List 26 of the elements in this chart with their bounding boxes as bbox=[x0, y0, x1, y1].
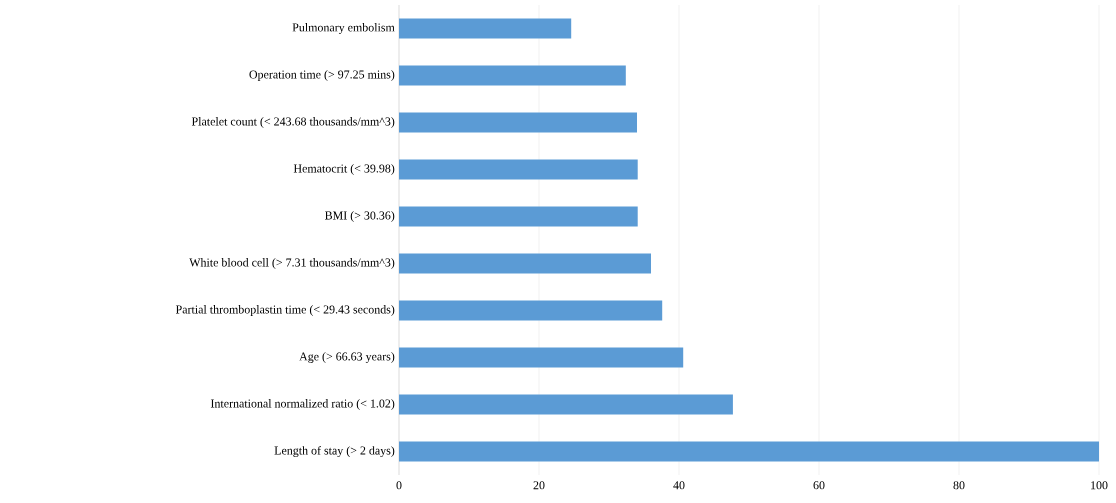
x-tick-label: 40 bbox=[673, 481, 685, 490]
y-tick-label: International normalized ratio (< 1.02) bbox=[210, 399, 395, 410]
bar bbox=[399, 253, 651, 274]
y-tick-label: Length of stay (> 2 days) bbox=[274, 446, 395, 457]
y-tick-label: Pulmonary embolism bbox=[292, 23, 395, 34]
bar bbox=[399, 347, 684, 368]
bar bbox=[399, 65, 626, 86]
bar bbox=[399, 394, 733, 415]
x-tick-label: 100 bbox=[1091, 481, 1108, 490]
y-tick-label: Partial thromboplastin time (< 29.43 seconds) bbox=[175, 305, 395, 316]
x-tick-label: 20 bbox=[533, 481, 545, 490]
bar bbox=[399, 112, 637, 133]
bar bbox=[399, 206, 638, 227]
bar bbox=[399, 18, 572, 39]
x-tick-label: 80 bbox=[953, 481, 965, 490]
y-tick-label: Operation time (> 97.25 mins) bbox=[249, 70, 395, 81]
y-tick-label: White blood cell (> 7.31 thousands/mm^3) bbox=[189, 258, 395, 269]
x-tick-label: 0 bbox=[396, 481, 402, 490]
bar bbox=[399, 441, 1100, 462]
bar bbox=[399, 159, 638, 180]
x-tick-label: 60 bbox=[813, 481, 825, 490]
y-tick-label: Platelet count (< 243.68 thousands/mm^3) bbox=[191, 117, 395, 128]
bar bbox=[399, 300, 663, 321]
y-tick-label: BMI (> 30.36) bbox=[324, 211, 395, 222]
y-tick-label: Hematocrit (< 39.98) bbox=[293, 164, 395, 175]
y-tick-label: Age (> 66.63 years) bbox=[299, 352, 395, 363]
